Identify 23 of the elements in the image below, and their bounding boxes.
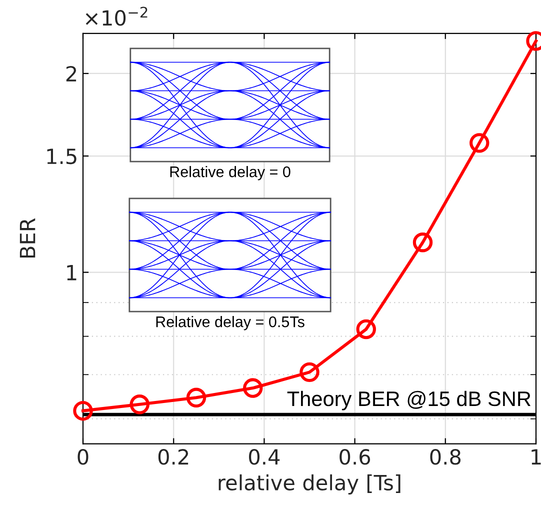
ref-line-label: Theory BER @15 dB SNR	[287, 390, 531, 410]
x-tick-label: 1	[532, 449, 541, 464]
x-tick-label: 0	[78, 449, 88, 465]
y-tick-label: 1.5	[47, 148, 76, 164]
point	[300, 362, 320, 382]
annotation: Relative delay = 0.5Ts	[156, 316, 304, 330]
x-tick-label: 0.4	[249, 449, 280, 465]
point	[356, 319, 376, 340]
text: ×10$^{−2}$	[86, 6, 148, 26]
x-tick-label: 0.2	[158, 449, 188, 465]
point	[130, 394, 150, 414]
point	[73, 400, 93, 421]
point	[470, 133, 490, 153]
x-tick-label: 0.8	[430, 449, 461, 465]
y-axis-title: BER	[20, 218, 36, 258]
annotation: Relative delay = 0	[170, 166, 290, 180]
y-tick-label: 1	[67, 265, 76, 280]
y-tick-label: 2	[66, 66, 76, 82]
point	[243, 378, 263, 398]
x-axis-title: relative delay [Ts]	[218, 474, 400, 495]
point	[186, 388, 206, 408]
x-tick-label: 0.6	[340, 449, 370, 465]
point	[412, 232, 433, 252]
